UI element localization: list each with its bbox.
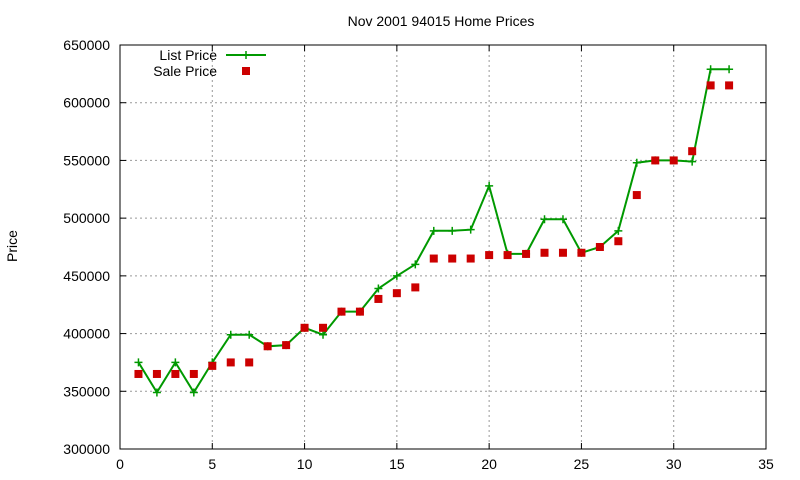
series-list-price: [134, 65, 734, 397]
list-price-point: [725, 65, 734, 74]
axis-ticks: 0 5 10 15 20 25 30 35 300000 350000 400000 450000 50…: [63, 37, 774, 472]
list-price-point: [245, 330, 254, 339]
list-price-point: [319, 330, 328, 339]
y-tick-label: 300000: [63, 441, 110, 457]
sale-price-point: [355, 307, 364, 316]
list-price-point: [374, 284, 383, 293]
y-tick-label: 350000: [63, 383, 110, 399]
sale-price-point: [706, 81, 715, 90]
legend-square-swatch: [242, 67, 250, 75]
y-tick-label: 400000: [63, 326, 110, 342]
list-price-point: [134, 358, 143, 367]
sale-price-point: [725, 81, 734, 90]
sale-price-point: [595, 243, 604, 251]
x-tick-label: 15: [389, 456, 405, 472]
list-price-point: [706, 65, 715, 74]
sale-price-point: [577, 248, 586, 257]
sale-price-point: [688, 147, 697, 156]
list-price-point: [226, 330, 235, 339]
legend-label: Sale Price: [153, 63, 217, 79]
sale-price-point: [540, 248, 549, 257]
sale-price-point: [245, 358, 254, 367]
sale-price-point: [614, 237, 623, 246]
list-price-point: [614, 226, 623, 235]
list-price-point: [189, 388, 198, 397]
sale-price-point: [152, 369, 161, 378]
sale-price-point: [651, 156, 660, 165]
sale-price-point: [208, 361, 217, 370]
sale-price-point: [282, 341, 291, 350]
list-price-point: [632, 158, 641, 167]
sale-price-point: [337, 307, 346, 316]
sale-price-point: [558, 248, 567, 257]
list-price-point: [171, 358, 180, 367]
sale-price-point: [392, 289, 401, 298]
x-tick-label: 25: [574, 456, 590, 472]
x-tick-label: 20: [481, 456, 497, 472]
list-price-point: [411, 260, 420, 269]
sale-price-point: [669, 156, 678, 165]
sale-price-point: [134, 369, 143, 378]
series-layer: [134, 65, 734, 397]
y-tick-label: 650000: [63, 37, 110, 53]
x-tick-label: 35: [758, 456, 774, 472]
sale-price-point: [411, 283, 420, 292]
y-tick-label: 600000: [63, 95, 110, 111]
list-price-point: [392, 271, 401, 280]
y-tick-label: 450000: [63, 268, 110, 284]
list-price-point: [466, 225, 475, 234]
sale-price-point: [171, 369, 180, 378]
y-tick-label: 550000: [63, 152, 110, 168]
x-tick-label: 0: [116, 456, 124, 472]
plot-frame: [119, 44, 767, 450]
list-price-point: [448, 226, 457, 235]
sale-price-point: [503, 251, 512, 260]
sale-price-point: [263, 342, 272, 351]
sale-price-point: [429, 254, 438, 263]
sale-price-point: [448, 254, 457, 263]
legend-plus-swatch: [242, 51, 250, 59]
list-price-point: [485, 181, 494, 190]
sale-price-point: [466, 254, 475, 263]
sale-price-point: [319, 323, 328, 332]
grid: [120, 45, 766, 449]
list-price-point: [152, 388, 161, 397]
chart-title: Nov 2001 94015 Home Prices: [348, 13, 535, 29]
legend-label: List Price: [159, 47, 217, 63]
series-sale-price: [134, 81, 734, 378]
sale-price-point: [374, 294, 383, 303]
x-tick-label: 5: [208, 456, 216, 472]
list-price-point: [688, 157, 697, 166]
y-tick-label: 500000: [63, 210, 110, 226]
x-tick-label: 30: [666, 456, 682, 472]
list-price-point: [429, 226, 438, 235]
x-tick-label: 10: [297, 456, 313, 472]
list-price-point: [540, 215, 549, 224]
sale-price-point: [485, 251, 494, 260]
sale-price-point: [189, 369, 198, 378]
sale-price-point: [632, 191, 641, 200]
sale-price-point: [522, 249, 531, 258]
list-price-point: [558, 215, 567, 224]
y-axis-label: Price: [4, 230, 20, 262]
sale-price-point: [300, 323, 309, 332]
sale-price-point: [226, 358, 235, 367]
